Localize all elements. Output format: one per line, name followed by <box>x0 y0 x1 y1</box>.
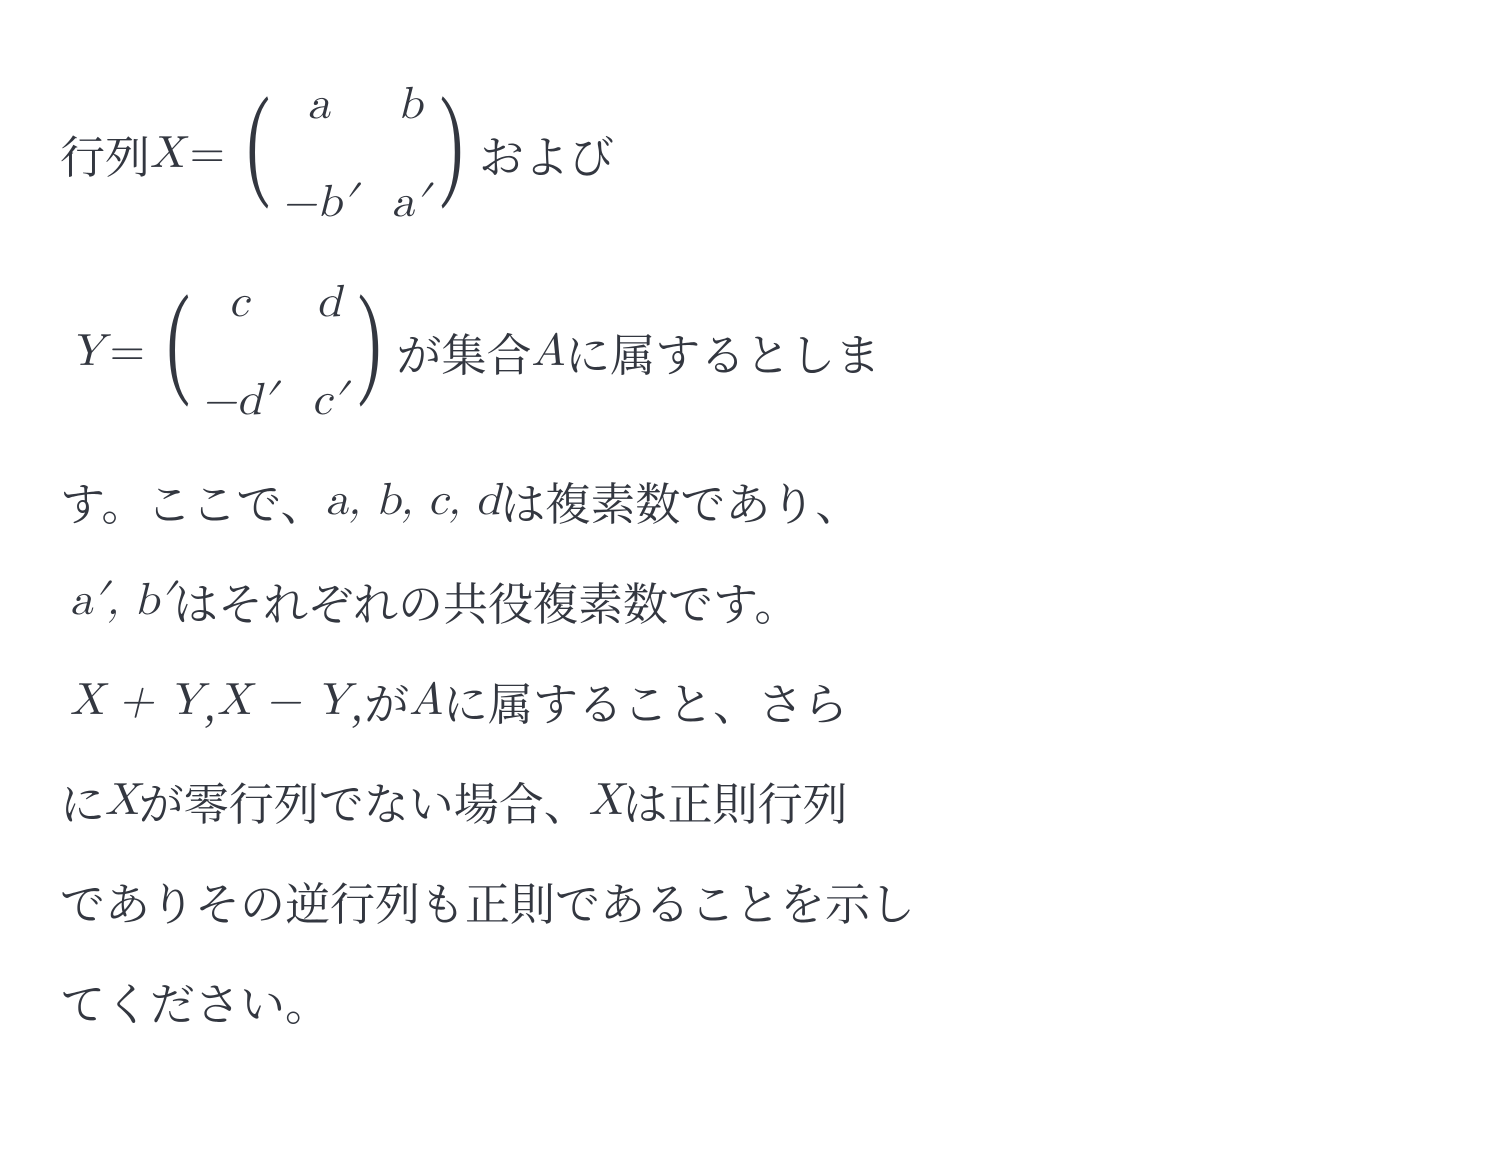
text-tekudasai: てください。 <box>60 956 330 1046</box>
var-X-3: X <box>589 756 623 846</box>
var-A-2: A <box>409 656 443 746</box>
text-zerogyouretsu: が零行列でない場合、 <box>139 756 589 846</box>
matY-nd: −d′ <box>202 356 276 446</box>
var-X: X <box>150 109 184 199</box>
text-zokusuru: に属するとしま <box>565 307 880 397</box>
line-7: でありその逆行列も正則であることを示し <box>60 856 1440 946</box>
var-X-2: X <box>105 756 139 846</box>
text-su-kokode: す。ここで、 <box>60 456 326 546</box>
line-3: す。ここで、 a, b, c, d は複素数であり、 <box>60 456 1440 546</box>
line-2: Y = ( c d −d′ c′ ) が集合 A に属するとしま <box>60 258 1440 446</box>
text-oyobi: および <box>479 109 614 199</box>
left-paren-icon: ( <box>166 292 190 412</box>
matY-c: c <box>202 258 276 348</box>
matY-cp: c′ <box>312 356 346 446</box>
text-fukusosuu: は複素数であり、 <box>500 456 860 546</box>
matrix-X: ( a b −b′ a′ ) <box>237 60 473 248</box>
var-Y: Y <box>70 307 104 397</box>
text-ga-shugou-pre: が集合 <box>396 307 531 397</box>
matrix-Y-body: c d −d′ c′ <box>202 258 346 446</box>
math-problem-text: 行列 X = ( a b −b′ a′ ) および Y = ( c d −d′ … <box>0 0 1500 1046</box>
line-5: X + Y , X − Y , が A に属すること、さら <box>60 656 1440 746</box>
matX-a: a <box>282 60 356 150</box>
text-seisoku: は正則行列 <box>623 756 848 846</box>
left-paren-icon: ( <box>246 94 270 214</box>
matX-b: b <box>392 60 429 150</box>
equals-1: = <box>190 109 225 199</box>
vars-abcd: a, b, c, d <box>326 456 501 546</box>
vars-ap-bp: a′, b′ <box>70 556 173 646</box>
text-gyouretsu: 行列 <box>60 109 150 199</box>
line-4: a′, b′ はそれぞれの共役複素数です。 <box>60 556 1440 646</box>
expr-X-minus-Y: X − Y <box>217 656 349 746</box>
line-1: 行列 X = ( a b −b′ a′ ) および <box>60 60 1440 248</box>
expr-X-plus-Y: X + Y <box>70 656 202 746</box>
text-deari: でありその逆行列も正則であることを示し <box>60 856 915 946</box>
matX-nb: −b′ <box>282 158 356 248</box>
comma-2: , <box>350 656 365 746</box>
text-kyoueki: はそれぞれの共役複素数です。 <box>173 556 799 646</box>
text-zokusuru-2: に属すること、さら <box>443 656 848 746</box>
right-paren-icon: ) <box>440 94 464 214</box>
matrix-Y: ( c d −d′ c′ ) <box>157 258 391 446</box>
line-8: てください。 <box>60 956 1440 1046</box>
text-ga: が <box>364 656 409 746</box>
equals-2: = <box>110 307 145 397</box>
matY-d: d <box>312 258 346 348</box>
right-paren-icon: ) <box>357 292 381 412</box>
var-A-1: A <box>532 307 566 397</box>
matX-ap: a′ <box>392 158 429 248</box>
line-6: に X が零行列でない場合、 X は正則行列 <box>60 756 1440 846</box>
text-ni: に <box>60 756 105 846</box>
matrix-X-body: a b −b′ a′ <box>282 60 429 248</box>
comma-1: , <box>202 656 217 746</box>
